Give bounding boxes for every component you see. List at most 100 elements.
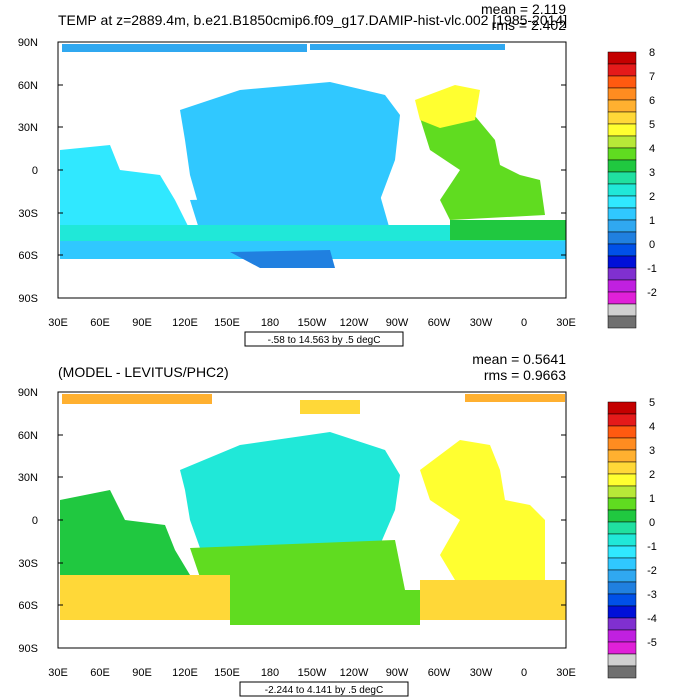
top-colorbar-label: 6 [649, 95, 655, 107]
bottom-xtick: 120E [172, 667, 198, 679]
bottom-colorbar-label: -1 [647, 541, 657, 553]
top-xtick: 60E [90, 317, 110, 329]
top-colorbar-swatch [607, 87, 637, 101]
bottom-xtick: 0 [521, 667, 527, 679]
top-ytick: 90N [18, 37, 38, 49]
bottom-colorbar-label: -5 [647, 637, 657, 649]
top-colorbar-swatch [607, 255, 637, 269]
top-colorbar-label: 0 [649, 239, 655, 251]
top-xtick: 180 [261, 317, 279, 329]
bottom-range-label: -2.244 to 4.141 by .5 degC [265, 685, 383, 696]
bottom-colorbar-swatch [607, 449, 637, 463]
top-colorbar-label: 1 [649, 215, 655, 227]
top-colorbar-label: -2 [647, 287, 657, 299]
top-xtick: 150W [298, 317, 327, 329]
top-colorbar-label: 2 [649, 191, 655, 203]
top-ytick: 60S [18, 250, 38, 262]
top-xtick: 0 [521, 317, 527, 329]
bottom-xtick: 30W [470, 667, 493, 679]
bottom-colorbar-label: 4 [649, 421, 655, 433]
top-range-label: -.58 to 14.563 by .5 degC [268, 335, 381, 346]
top-colorbar-swatch [607, 219, 637, 233]
top-xtick: 150E [214, 317, 240, 329]
top-xtick: 30E [556, 317, 576, 329]
top-colorbar: 8 7 6 5 4 3 2 1 0 -1 -2 [607, 47, 657, 329]
bottom-map-panel: (MODEL - LEVITUS/PHC2) mean = 0.5641 rms… [18, 351, 657, 697]
bottom-colorbar-swatch [607, 581, 637, 595]
top-ytick: 90S [18, 293, 38, 305]
bottom-colorbar-label: 2 [649, 469, 655, 481]
top-colorbar-swatch [607, 75, 637, 89]
bottom-xtick: 30E [556, 667, 576, 679]
top-ytick: 30S [18, 208, 38, 220]
top-colorbar-swatch [607, 195, 637, 209]
bottom-colorbar-swatch [607, 533, 637, 547]
bottom-ytick: 0 [32, 515, 38, 527]
bottom-colorbar: 5 4 3 2 1 0 -1 -2 -3 -4 -5 [607, 397, 657, 679]
top-xtick: 90E [132, 317, 152, 329]
top-xtick: 120W [340, 317, 369, 329]
bottom-colorbar-label: 0 [649, 517, 655, 529]
bottom-colorbar-swatch [607, 497, 637, 511]
bottom-xtick: 180 [261, 667, 279, 679]
bottom-colorbar-swatch [607, 437, 637, 451]
bottom-xtick: 30E [48, 667, 68, 679]
top-colorbar-swatch [607, 267, 637, 281]
bottom-colorbar-swatch [607, 641, 637, 655]
top-colorbar-swatch [607, 291, 637, 305]
top-mean: mean = 2.119 [481, 1, 566, 17]
top-colorbar-label: 5 [649, 119, 655, 131]
top-colorbar-swatch [607, 111, 637, 125]
bottom-xtick: 90E [132, 667, 152, 679]
bottom-colorbar-label: -2 [647, 565, 657, 577]
bottom-colorbar-swatch [607, 461, 637, 475]
top-colorbar-label: -1 [647, 263, 657, 275]
top-xtick: 30W [470, 317, 493, 329]
bottom-title: (MODEL - LEVITUS/PHC2) [58, 364, 229, 380]
top-colorbar-swatch [607, 123, 637, 137]
top-ytick: 30N [18, 122, 38, 134]
bottom-xtick: 120W [340, 667, 369, 679]
bottom-ytick: 30N [18, 472, 38, 484]
top-colorbar-swatch [607, 315, 637, 329]
bottom-ytick: 60S [18, 600, 38, 612]
top-colorbar-swatch [607, 303, 637, 317]
top-colorbar-label: 3 [649, 167, 655, 179]
bottom-colorbar-label: -3 [647, 589, 657, 601]
bottom-colorbar-swatch [607, 617, 637, 631]
bottom-colorbar-swatch [607, 569, 637, 583]
top-colorbar-swatch [607, 147, 637, 161]
bottom-ytick: 30S [18, 558, 38, 570]
top-map-field [58, 42, 566, 298]
bottom-colorbar-swatch [607, 629, 637, 643]
bottom-colorbar-swatch [607, 545, 637, 559]
top-xtick: 60W [428, 317, 451, 329]
bottom-colorbar-label: 5 [649, 397, 655, 409]
bottom-colorbar-label: 1 [649, 493, 655, 505]
top-xtick: 30E [48, 317, 68, 329]
top-colorbar-swatch [607, 243, 637, 257]
top-xtick: 90W [386, 317, 409, 329]
top-ytick: 60N [18, 80, 38, 92]
top-map-panel: TEMP at z=2889.4m, b.e21.B1850cmip6.f09_… [18, 1, 657, 347]
bottom-colorbar-swatch [607, 653, 637, 667]
top-colorbar-label: 7 [649, 71, 655, 83]
bottom-colorbar-swatch [607, 425, 637, 439]
top-rms: rms = 2.402 [492, 17, 567, 33]
bottom-xtick: 150W [298, 667, 327, 679]
bottom-colorbar-label: 3 [649, 445, 655, 457]
top-colorbar-swatch [607, 207, 637, 221]
bottom-ytick: 90S [18, 643, 38, 655]
bottom-colorbar-swatch [607, 485, 637, 499]
top-colorbar-swatch [607, 231, 637, 245]
top-ytick: 0 [32, 165, 38, 177]
bottom-rms: rms = 0.9663 [484, 367, 566, 383]
bottom-colorbar-swatch [607, 665, 637, 679]
bottom-xtick: 60E [90, 667, 110, 679]
top-colorbar-swatch [607, 159, 637, 173]
top-colorbar-swatch [607, 183, 637, 197]
bottom-ytick: 90N [18, 387, 38, 399]
bottom-xtick: 90W [386, 667, 409, 679]
top-title: TEMP at z=2889.4m, b.e21.B1850cmip6.f09_… [58, 12, 567, 28]
top-colorbar-swatch [607, 51, 637, 65]
